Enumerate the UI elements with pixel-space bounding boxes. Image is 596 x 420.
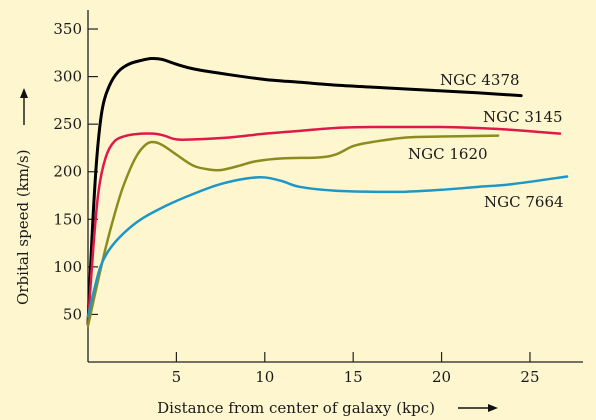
axes [87, 10, 583, 363]
series-labels: NGC 4378 NGC 3145 NGC 1620 NGC 7664 [408, 71, 564, 211]
y-tick-label: 50 [63, 305, 82, 323]
y-tick-label: 300 [53, 68, 82, 86]
y-axis-ticks: 50 100 150 200 250 300 350 [53, 20, 98, 323]
series-label-ngc-4378: NGC 4378 [440, 71, 520, 89]
series-lines [86, 56, 569, 328]
y-tick-label: 150 [53, 210, 82, 228]
y-tick-label: 100 [53, 258, 82, 276]
series-label-ngc-3145: NGC 3145 [483, 108, 563, 126]
x-axis-label: Distance from center of galaxy (kpc) [157, 399, 435, 417]
y-tick-label: 200 [53, 163, 82, 181]
y-tick-label: 250 [53, 115, 82, 133]
y-axis-label: Orbital speed (km/s) [14, 149, 32, 305]
x-tick-label: 5 [172, 368, 182, 386]
x-tick-label: 15 [344, 368, 363, 386]
x-tick-label: 25 [520, 368, 539, 386]
series-label-ngc-7664: NGC 7664 [484, 193, 564, 211]
x-tick-label: 20 [432, 368, 451, 386]
series-line-ngc-1620 [86, 134, 500, 328]
series-line-ngc-7664 [86, 175, 569, 318]
series-label-ngc-1620: NGC 1620 [408, 145, 488, 163]
x-tick-label: 10 [255, 368, 274, 386]
series-line-ngc-3145 [86, 125, 562, 326]
x-axis-arrow [458, 404, 498, 412]
series-line-ngc-4378 [86, 56, 523, 326]
x-axis-ticks: 5 10 15 20 25 [172, 352, 540, 386]
y-tick-label: 350 [53, 20, 82, 38]
y-axis-arrow [20, 88, 28, 125]
